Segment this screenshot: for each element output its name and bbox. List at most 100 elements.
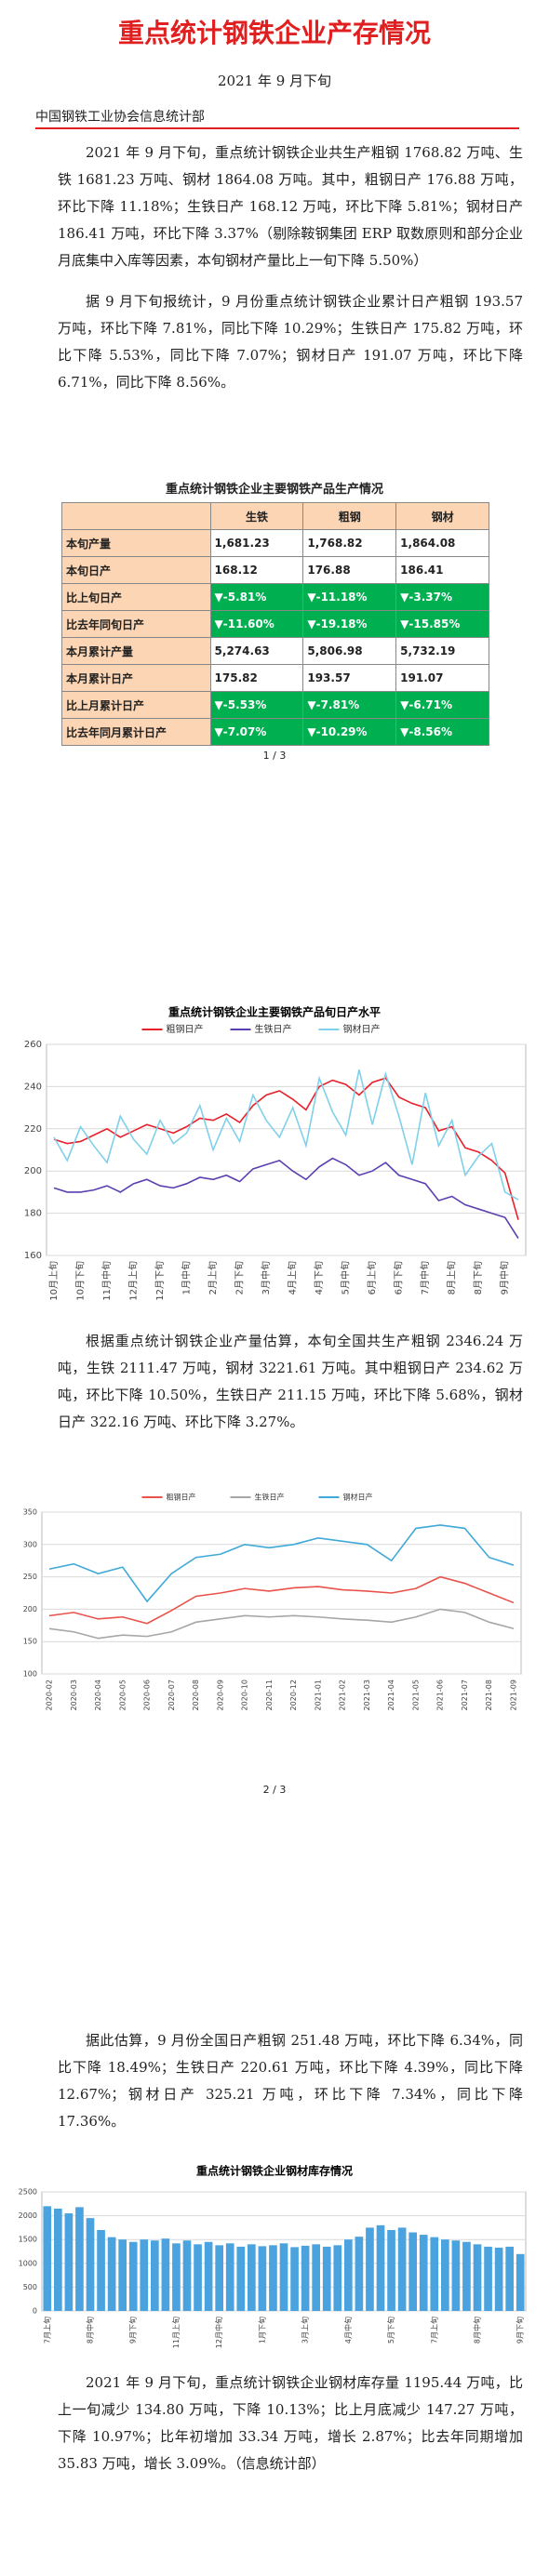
x-tick-label: 2021-04 (387, 1680, 395, 1710)
bar (151, 2240, 159, 2311)
table-cell: ▼-7.81% (302, 691, 397, 719)
y-tick-label: 260 (24, 1040, 42, 1050)
bar (333, 2245, 342, 2311)
table-header-cell: 生铁 (209, 502, 304, 530)
x-tick-label: 2021-01 (314, 1680, 322, 1710)
x-tick-label: 9月下旬 (128, 2317, 138, 2344)
bar (194, 2244, 202, 2311)
table-cell: ▼-3.37% (395, 583, 489, 611)
chart-title: 重点统计钢铁企业钢材库存情况 (196, 2164, 353, 2178)
table-cell: 1,681.23 (209, 529, 304, 557)
bar (118, 2239, 127, 2311)
bar (419, 2235, 428, 2311)
table-cell: ▼-11.18% (302, 583, 397, 611)
table-cell: ▼-15.85% (395, 610, 489, 638)
page-number: 2 / 3 (262, 1784, 287, 1796)
row-label: 本月累计日产 (61, 664, 211, 692)
table-cell: ▼-5.81% (209, 583, 304, 611)
legend-label: 粗钢日产 (167, 1493, 196, 1502)
x-tick-label: 2021-08 (485, 1680, 493, 1710)
bar (236, 2246, 246, 2311)
table-cell: 5,806.98 (302, 637, 397, 665)
data-line (53, 1157, 519, 1239)
table-title: 重点统计钢铁企业主要钢铁产品生产情况 (165, 483, 383, 497)
x-tick-label: 2020-09 (216, 1680, 224, 1710)
table-cell: 193.57 (302, 664, 397, 692)
bar (484, 2246, 492, 2311)
chart: 100 150 200 250 300 350 2020-02 2020-03 2020-04 2… (23, 1493, 522, 1710)
y-tick-label: 150 (23, 1638, 37, 1646)
legend-label: 粗钢日产 (167, 1023, 204, 1035)
legend-label: 生铁日产 (255, 1023, 292, 1035)
paragraph: 2021 年 9 月下旬，重点统计钢铁企业共生产粗钢 1768.82 万吨、生铁… (58, 144, 523, 269)
y-tick-label: 2000 (19, 2211, 37, 2220)
bar (248, 2244, 256, 2311)
x-tick-label: 7月中旬 (419, 1261, 431, 1295)
x-tick-label: 8月中旬 (473, 2317, 482, 2344)
x-tick-label: 2021-02 (339, 1680, 347, 1710)
bar (43, 2206, 52, 2311)
bar (64, 2213, 74, 2311)
bar (366, 2227, 374, 2311)
table-cell: 5,732.19 (395, 637, 489, 665)
bar (97, 2229, 105, 2311)
bar (290, 2247, 299, 2311)
bar (376, 2224, 385, 2311)
x-tick-label: 2月上旬 (207, 1261, 219, 1295)
bar (301, 2245, 310, 2311)
x-tick-label: 4月中旬 (343, 2317, 353, 2344)
paragraph: 根据重点统计钢铁企业产量估算，本旬全国共生产粗钢 2346.24 万吨，生铁 2… (58, 1333, 523, 1430)
x-tick-label: 5月下旬 (386, 2317, 395, 2344)
bar (355, 2237, 364, 2311)
legend-label: 钢材日产 (343, 1023, 381, 1035)
x-tick-label: 2020-05 (118, 1680, 127, 1710)
table-cell: 1,768.82 (302, 529, 397, 557)
bar (204, 2241, 213, 2311)
x-tick-label: 2021-07 (461, 1680, 469, 1710)
table-cell: ▼-7.07% (209, 718, 304, 746)
x-tick-label: 2020-08 (192, 1680, 200, 1710)
y-tick-label: 220 (24, 1124, 42, 1135)
x-tick-label: 2021-05 (411, 1680, 420, 1710)
page-number: 1 / 3 (262, 750, 287, 762)
data-line (53, 1077, 519, 1220)
bar (312, 2244, 320, 2311)
chart: 重点统计钢铁企业钢材库存情况 0 500 1000 1500 2000 2500 7月上旬 8月… (19, 2164, 527, 2348)
x-tick-label: 12月上旬 (127, 1261, 140, 1301)
row-label: 比上月累计日产 (61, 691, 211, 719)
x-tick-label: 12月下旬 (154, 1261, 166, 1301)
table: 生铁 粗钢 钢材 本旬产量 1,681.23 1,768.82 1,864.08 本旬日产 16… (61, 502, 489, 746)
x-tick-label: 2020-10 (241, 1680, 249, 1710)
x-tick-label: 6月下旬 (393, 1261, 405, 1295)
table-row: 本月累计日产 175.82 193.57 191.07 (61, 664, 489, 692)
bar (54, 2208, 62, 2311)
y-tick-label: 180 (24, 1209, 42, 1219)
y-tick-label: 0 (33, 2307, 37, 2316)
bar (505, 2246, 514, 2311)
header-rule (35, 127, 519, 129)
plot-area (41, 1511, 522, 1675)
bar (279, 2243, 288, 2311)
table-cell: 186.41 (395, 556, 489, 584)
table-cell: ▼-11.60% (209, 610, 304, 638)
table-header-cell: 钢材 (395, 502, 489, 530)
x-tick-label: 7月上旬 (429, 2317, 438, 2344)
y-tick-label: 240 (24, 1082, 42, 1092)
bar (225, 2243, 234, 2311)
bar (161, 2238, 170, 2311)
bar (107, 2237, 116, 2311)
x-tick-label: 7月上旬 (42, 2317, 51, 2344)
table-cell: ▼-19.18% (302, 610, 397, 638)
y-tick-label: 1500 (19, 2236, 37, 2244)
x-tick-label: 10月下旬 (74, 1261, 87, 1301)
table-cell: 5,274.63 (209, 637, 304, 665)
x-tick-label: 4月下旬 (313, 1261, 325, 1295)
table-row: 比上旬日产 ▼-5.81% ▼-11.18% ▼-3.37% (61, 583, 489, 611)
bar (182, 2240, 192, 2311)
legend-label: 生铁日产 (255, 1493, 285, 1502)
bar (473, 2244, 482, 2311)
table-cell: 191.07 (395, 664, 489, 692)
x-tick-label: 9月下旬 (516, 2317, 525, 2344)
table-row: 比上月累计日产 ▼-5.53% ▼-7.81% ▼-6.71% (61, 691, 489, 719)
bar (451, 2240, 461, 2311)
